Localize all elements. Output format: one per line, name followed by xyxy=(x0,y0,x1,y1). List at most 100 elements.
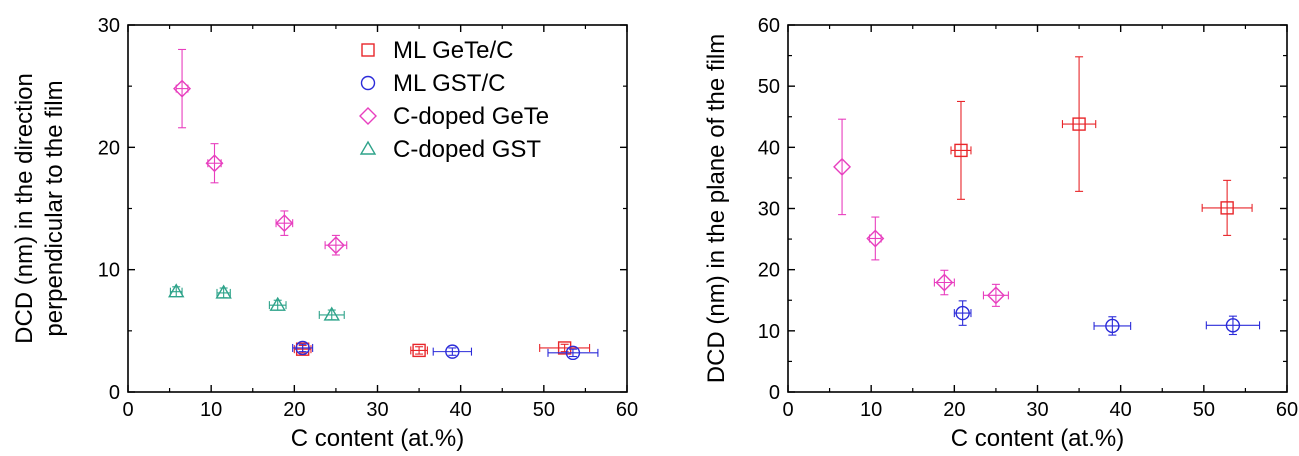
diamond-marker xyxy=(205,154,224,173)
y-axis-title-line: perpendicular to the film xyxy=(41,80,68,336)
square-marker xyxy=(1220,201,1234,215)
x-tick-label: 30 xyxy=(1026,399,1048,421)
x-axis-title: C content (at.%) xyxy=(951,425,1124,452)
x-tick-label: 0 xyxy=(122,399,133,421)
legend: ML GeTe/C ML GST/C C-doped GeTe C-doped GST xyxy=(359,37,549,163)
data-point xyxy=(318,306,345,321)
legend-diamond-marker xyxy=(359,107,377,125)
x-tick-label: 20 xyxy=(943,399,965,421)
circle-marker xyxy=(295,340,310,356)
legend-label: ML GST/C xyxy=(393,70,505,97)
y-tick-label: 0 xyxy=(109,382,120,404)
plot-frame xyxy=(127,24,628,393)
x-tick-label: 60 xyxy=(616,399,638,421)
data-point xyxy=(410,343,428,358)
diamond-marker xyxy=(986,286,1005,305)
legend-triangle-marker xyxy=(359,140,377,155)
legend-item: C-doped GST xyxy=(359,136,541,163)
diamond-marker xyxy=(275,214,294,233)
diamond-marker xyxy=(326,236,345,255)
square-marker xyxy=(557,341,572,355)
diamond-marker xyxy=(173,79,192,98)
y-axis-title-line: DCD (nm) in the direction xyxy=(11,73,38,344)
series-c-doped-gete xyxy=(833,118,1009,307)
x-tick-label: 30 xyxy=(366,399,388,421)
diamond-marker xyxy=(866,229,885,248)
legend-item: ML GST/C xyxy=(360,70,505,97)
series-c-doped-gst xyxy=(168,283,345,321)
y-tick-label: 0 xyxy=(769,382,780,404)
x-tick-label: 10 xyxy=(860,399,882,421)
y-tick-label: 40 xyxy=(758,137,780,159)
x-tick-label: 50 xyxy=(533,399,555,421)
y-tick-label: 30 xyxy=(758,199,780,221)
legend-circle-marker xyxy=(360,75,376,91)
data-point xyxy=(539,341,591,355)
circle-marker xyxy=(1105,318,1120,334)
data-point xyxy=(275,210,294,236)
diamond-marker xyxy=(935,273,954,292)
chart-panel-2: 0 10 20 30 40 50 60 0 10 20 30 40 50 60 C content (at.… xyxy=(703,15,1298,452)
data-point xyxy=(215,284,232,299)
circle-marker xyxy=(955,305,970,321)
data-point xyxy=(1093,316,1132,336)
diamond-marker xyxy=(833,157,852,176)
data-point xyxy=(324,234,348,256)
y-tick-label: 20 xyxy=(98,137,120,159)
data-point xyxy=(168,283,185,298)
data-point xyxy=(953,300,972,326)
triangle-marker xyxy=(323,306,340,321)
x-tick-label: 20 xyxy=(283,399,305,421)
circle-marker xyxy=(445,344,460,359)
data-point xyxy=(982,283,1009,307)
square-marker xyxy=(1072,117,1086,131)
x-tick-label: 50 xyxy=(1193,399,1215,421)
legend-label: C-doped GeTe xyxy=(393,103,549,130)
data-point xyxy=(1061,56,1097,192)
circle-marker xyxy=(565,345,581,361)
legend-item: C-doped GeTe xyxy=(359,103,549,130)
triangle-marker xyxy=(215,284,232,299)
plot-frame xyxy=(787,24,1288,393)
series-c-doped-gete xyxy=(173,48,348,256)
data-point xyxy=(950,100,972,200)
y-tick-label: 30 xyxy=(98,15,120,37)
legend-square-marker xyxy=(361,43,375,57)
series-ml-gete-c xyxy=(293,341,591,358)
x-tick-label: 60 xyxy=(1276,399,1298,421)
triangle-marker xyxy=(269,296,286,311)
legend-item: ML GeTe/C xyxy=(361,37,513,64)
data-point xyxy=(432,344,473,359)
x-tick-label: 10 xyxy=(200,399,222,421)
square-marker xyxy=(954,143,968,158)
data-point xyxy=(547,345,599,361)
data-point xyxy=(833,118,852,216)
data-point xyxy=(1201,179,1253,236)
y-tick-label: 60 xyxy=(758,15,780,37)
y-tick-label: 10 xyxy=(758,321,780,343)
x-axis-title: C content (at.%) xyxy=(291,425,464,452)
series-ml-gst-c xyxy=(953,300,1261,336)
legend-label: C-doped GST xyxy=(393,136,541,163)
y-tick-label: 20 xyxy=(758,260,780,282)
y-tick-label: 10 xyxy=(98,260,120,282)
y-axis-title-line: DCD (nm) in the plane of the film xyxy=(703,34,730,383)
legend-label: ML GeTe/C xyxy=(393,37,513,64)
square-marker xyxy=(412,343,426,358)
data-point xyxy=(173,48,192,129)
chart-panel-1: 0 10 20 30 40 50 60 0 10 20 30 C content (at.%) DCD … xyxy=(11,15,638,452)
x-tick-label: 40 xyxy=(1110,399,1132,421)
series-ml-gst-c xyxy=(292,340,599,361)
circle-marker xyxy=(1225,318,1241,333)
triangle-marker xyxy=(168,283,185,298)
data-point xyxy=(268,296,287,311)
data-point xyxy=(866,216,885,261)
x-tick-label: 40 xyxy=(450,399,472,421)
x-tick-label: 0 xyxy=(782,399,793,421)
y-tick-label: 50 xyxy=(758,76,780,98)
series-ml-gete-c xyxy=(950,56,1253,236)
data-point xyxy=(292,340,314,356)
data-point xyxy=(1205,315,1261,336)
data-point xyxy=(933,269,955,296)
